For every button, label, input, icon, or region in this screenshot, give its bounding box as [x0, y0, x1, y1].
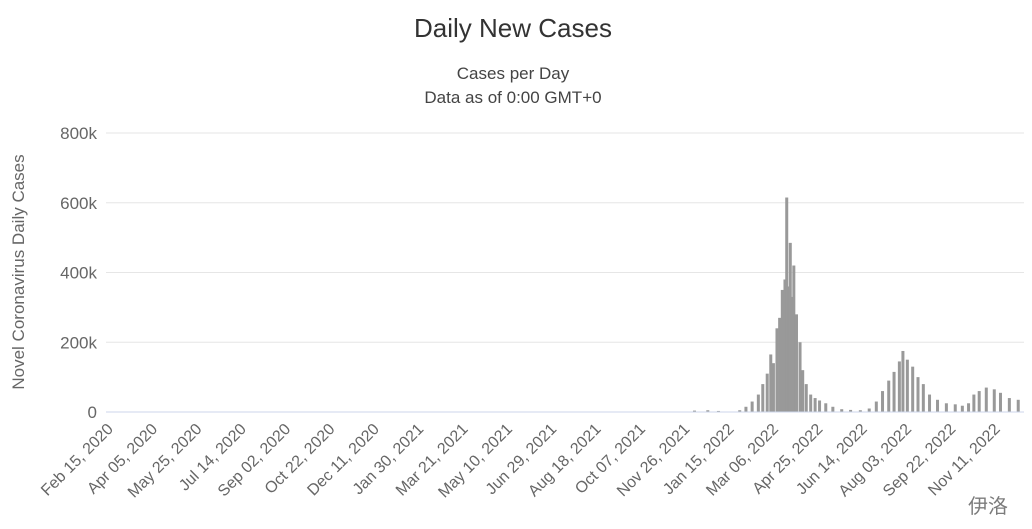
bar — [831, 406, 835, 412]
bar — [972, 394, 976, 412]
bar — [905, 359, 909, 412]
bar — [998, 392, 1002, 412]
bar — [813, 398, 817, 412]
bar — [750, 401, 754, 412]
bar — [716, 410, 720, 412]
bar — [936, 399, 940, 412]
bar — [775, 328, 779, 412]
bar — [984, 387, 988, 412]
bar — [928, 394, 932, 412]
watermark: 伊洛 — [968, 494, 1008, 518]
bar — [761, 384, 765, 412]
chart-title: Daily New Cases — [414, 13, 612, 43]
bar — [788, 242, 792, 412]
bar — [887, 380, 891, 412]
bar — [916, 377, 920, 412]
bar — [911, 366, 915, 412]
chart-subtitle-line-1: Cases per Day — [457, 64, 570, 83]
bar — [794, 314, 798, 412]
bar — [809, 394, 813, 412]
bar — [1007, 398, 1011, 412]
bar — [756, 394, 760, 412]
bar — [785, 197, 789, 412]
chart-subtitle-line-2: Data as of 0:00 GMT+0 — [424, 88, 601, 107]
bar — [790, 296, 794, 412]
bar — [867, 408, 871, 412]
bar — [778, 317, 782, 412]
y-tick-label: 200k — [60, 333, 97, 352]
bar — [765, 373, 769, 412]
bar — [921, 384, 925, 412]
bar — [792, 265, 796, 412]
bar — [944, 403, 948, 412]
grid-lines — [106, 132, 1024, 343]
bar — [849, 409, 853, 412]
bar — [692, 410, 696, 412]
bar — [824, 403, 828, 412]
bar — [804, 384, 808, 412]
bar — [960, 405, 964, 412]
bar — [706, 410, 710, 412]
bar — [874, 401, 878, 412]
y-axis-ticks: 0 200k 400k 600k 800k — [60, 124, 97, 422]
bar — [967, 403, 971, 412]
bar — [1016, 399, 1020, 412]
bar — [780, 289, 784, 412]
y-tick-label: 400k — [60, 264, 97, 283]
bars — [692, 197, 1020, 412]
y-tick-label: 800k — [60, 124, 97, 143]
bar — [818, 400, 822, 412]
y-axis-label: Novel Coronavirus Daily Cases — [9, 154, 28, 389]
bar — [992, 389, 996, 412]
bar — [897, 361, 901, 412]
bar — [977, 391, 981, 412]
bar — [801, 370, 805, 412]
y-tick-label: 600k — [60, 194, 97, 213]
bar — [892, 371, 896, 412]
bar — [787, 286, 791, 412]
bar — [798, 342, 802, 412]
bar — [744, 406, 748, 412]
bar — [738, 410, 742, 412]
bar — [783, 279, 787, 412]
bar — [901, 350, 905, 412]
bar — [953, 404, 957, 412]
bar — [840, 409, 844, 412]
bar — [769, 354, 773, 412]
bar — [881, 391, 885, 412]
y-tick-label: 0 — [88, 403, 97, 422]
bar — [858, 410, 862, 412]
bar — [771, 363, 775, 412]
